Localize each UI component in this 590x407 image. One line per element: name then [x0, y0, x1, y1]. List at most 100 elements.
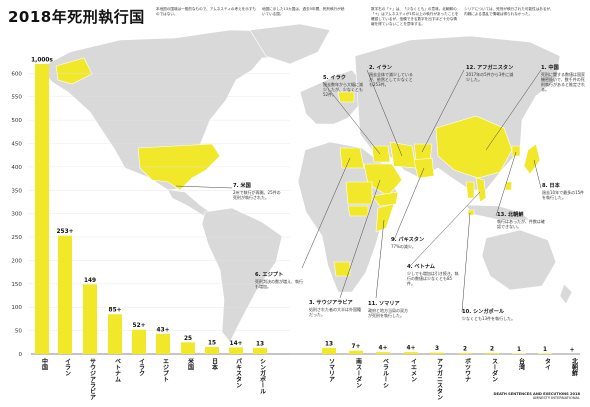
- leader-egypt: [301, 157, 351, 269]
- leader-iraq: [322, 81, 381, 155]
- callout-vietnam: 4. ベトナム 少しでも増加は引き続き。執行の数値は少なくとも85件。: [407, 264, 459, 286]
- leader-somalia: [375, 219, 385, 299]
- bar-8: [229, 347, 243, 354]
- bar-11: [349, 350, 363, 354]
- value-label-12: 4+: [379, 346, 388, 352]
- category-label-11: 南スーダン: [355, 357, 362, 388]
- category-label-17: 台湾: [518, 357, 525, 371]
- leader-japan: [533, 159, 542, 189]
- country-saudi-arabia: [363, 163, 403, 197]
- credit: DEATH SENTENCES AND EXECUTIONS 2018 AMNE…: [494, 392, 581, 401]
- callout-iran: 2. イラン 過去全体で減少しているが、依然として少なくとも253件。: [369, 65, 413, 87]
- callout-saudi-arabia: 3. サウジアラビア 処刑された者の大半は外国籍だった。: [309, 300, 361, 317]
- y-tick-label-12: 600: [11, 71, 22, 77]
- country-egypt: [339, 147, 365, 169]
- bar-3: [108, 314, 122, 354]
- callout-iraq: 5. イラク 過去数年から大幅に減少したが、少なくとも52件。: [323, 75, 363, 97]
- country-singapore: [467, 209, 475, 216]
- leader-iran: [366, 69, 403, 157]
- leader-singapore: [461, 212, 471, 313]
- category-label-18: タイ: [544, 357, 551, 370]
- leader-pakistan: [393, 167, 425, 241]
- callout-china: 1. 中国 死刑に関する数値は国家機密扱いで、数千件の死刑執行があると推定される。: [541, 65, 585, 92]
- value-label-13: 4+: [407, 346, 416, 352]
- category-label-5: エジプト: [162, 358, 169, 382]
- callout-japan: 8. 日本 過去10年で最多の15件を執行した。: [542, 183, 585, 200]
- bar-4: [132, 329, 146, 354]
- y-tick-label-10: 500: [11, 118, 22, 124]
- callout-egypt: 6. エジプト 死刑判決の数が増え、執行も増加。: [255, 272, 303, 289]
- bar-0: [35, 64, 49, 354]
- bar-7: [205, 346, 219, 354]
- y-tick-label-11: 550: [11, 95, 22, 101]
- category-label-16: スーダン: [491, 358, 498, 382]
- callout-pakistan: 9. パキスタン 77%の減少。: [391, 237, 425, 249]
- y-tick-label-4: 200: [11, 258, 22, 264]
- map-note-borders: 本地図の国境は一般的なもので、アムネスティの考えを示すものではない。: [156, 7, 257, 16]
- value-label-18: 1: [543, 347, 547, 353]
- category-label-9: シンガポール: [259, 358, 266, 394]
- bar-15: [458, 353, 472, 354]
- category-label-2: サウジアラビア: [89, 358, 96, 400]
- value-label-14: 3: [435, 346, 439, 352]
- bar-6: [181, 342, 195, 354]
- country-alaska: [55, 57, 93, 85]
- category-label-6: 米国: [187, 357, 194, 371]
- category-label-12: ベラルーシ: [382, 358, 389, 388]
- category-label-7: 日本: [211, 358, 218, 371]
- leader-vietnam: [409, 191, 481, 267]
- bar-14: [430, 352, 444, 354]
- value-label-4: 52+: [133, 323, 146, 329]
- callout-north-korea: 13. 北朝鮮 執行はあったが、件数は確認できない。: [497, 212, 545, 229]
- landmass-south-america: [201, 207, 283, 343]
- y-tick-label-9: 450: [11, 142, 22, 148]
- bar-9: [253, 347, 267, 354]
- leader-china: [485, 69, 542, 151]
- value-label-16: 2: [490, 347, 494, 353]
- leader-saudi: [339, 179, 381, 299]
- map-note-countries: 地図に示した13カ国は、過去5年間、死刑執行が続いている国。: [262, 7, 345, 16]
- y-tick-label-1: 50: [15, 329, 23, 335]
- bar-5: [156, 333, 170, 354]
- country-botswana: [333, 261, 351, 277]
- category-label-13: イエメン: [410, 358, 417, 382]
- map-note-syria: シリアについては、死刑が執行された可能性はあるが、内戦による混乱で情報は得られな…: [464, 7, 554, 16]
- y-tick-label-5: 250: [11, 235, 22, 241]
- callout-afghanistan: 12. アフガニスタン 2017年の5件から3件に減少した。: [466, 65, 514, 82]
- category-label-0: 中国: [41, 357, 48, 371]
- country-yemen: [371, 191, 399, 207]
- country-taiwan: [504, 181, 513, 191]
- chart-title: 2018年死刑執行国: [8, 8, 145, 26]
- value-label-1: 253+: [57, 229, 74, 235]
- landmass-greenland: [249, 23, 331, 65]
- landmass-australia: [481, 229, 557, 291]
- category-label-15: ボツワナ: [464, 357, 471, 383]
- country-north-korea: [511, 145, 521, 157]
- value-label-6: 25: [184, 336, 192, 342]
- bar-12: [376, 352, 390, 354]
- bar-1: [58, 235, 72, 354]
- leader-afghanistan: [421, 69, 465, 153]
- value-label-11: 7+: [352, 344, 361, 350]
- value-label-15: 2: [463, 347, 467, 353]
- value-label-0: 1,000s: [31, 58, 53, 64]
- category-label-8: パキスタン: [235, 357, 242, 388]
- value-label-5: 43+: [157, 327, 170, 333]
- y-tick-label-6: 300: [11, 212, 22, 218]
- country-vietnam: [475, 177, 487, 203]
- value-label-17: 1: [517, 347, 521, 353]
- y-tick-label-0: 0: [18, 352, 22, 358]
- map-note-plus: 数字右の「+」は、「少なくとも」の意味。北朝鮮の「+」はアムネスティが1件以上の…: [371, 7, 459, 26]
- y-tick-label-2: 100: [11, 305, 22, 311]
- country-china: [435, 115, 513, 179]
- value-label-9: 13: [256, 341, 264, 347]
- value-label-8: 14+: [230, 341, 243, 347]
- bar-2: [83, 284, 97, 354]
- callout-usa: 7. 米国 2州で執行が再開。25件の死刑が執行された。: [233, 183, 281, 200]
- country-somalia: [375, 203, 395, 233]
- country-japan: [523, 143, 541, 175]
- value-label-10: 13: [325, 341, 333, 347]
- category-label-14: アフガニスタン: [436, 358, 443, 400]
- leader-north-korea: [495, 151, 517, 217]
- value-label-3: 85+: [109, 308, 122, 314]
